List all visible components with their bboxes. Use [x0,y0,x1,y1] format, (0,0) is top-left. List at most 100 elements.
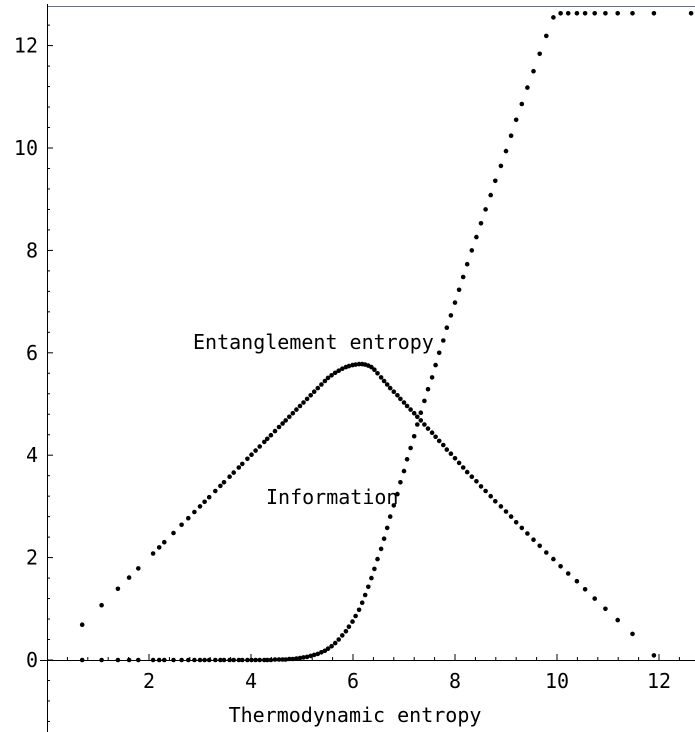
data-point-series-1 [294,407,299,412]
data-point-series-1 [150,551,156,556]
data-point-series-2 [297,655,303,661]
data-point-series-2 [245,657,250,663]
data-point-series-1 [221,480,227,485]
data-point-series-2 [206,657,212,663]
data-point-series-2 [192,657,197,663]
data-point-series-2 [276,657,282,662]
data-point-series-1 [186,515,191,521]
data-point-series-2 [425,386,431,392]
data-point-series-2 [460,274,466,280]
data-point-series-2 [186,657,191,663]
data-point-series-2 [519,101,525,107]
data-point-series-2 [265,657,270,663]
data-point-series-1 [429,430,435,436]
data-point-series-2 [456,287,462,293]
data-point-series-2 [378,546,384,552]
data-point-series-1 [456,460,462,466]
data-point-series-1 [336,368,342,374]
data-point-series-2 [469,248,475,253]
data-point-series-1 [287,414,292,420]
data-point-series-2 [79,657,85,663]
data-point-series-2 [353,613,358,619]
data-point-series-2 [544,33,549,39]
data-point-series-2 [415,422,420,427]
data-point-series-2 [531,68,536,74]
data-point-series-1 [469,474,475,480]
data-point-series-1 [436,438,442,444]
data-point-series-1 [340,366,345,372]
data-point-series-1 [544,550,549,555]
data-point-series-1 [483,488,488,494]
data-point-series-1 [401,400,407,405]
data-point-series-2 [688,11,694,16]
data-point-series-2 [483,207,488,212]
data-point-series-1 [236,465,242,470]
data-point-series-1 [257,444,263,449]
data-point-series-1 [391,389,397,395]
data-point-series-2 [474,234,479,240]
data-point-series-1 [418,418,424,423]
data-point-series-2 [126,657,132,663]
data-point-series-2 [315,651,321,657]
data-point-series-2 [340,633,345,638]
x-tick-label: 10 [545,669,569,693]
y-tick-label: 0 [26,648,38,672]
data-point-series-2 [329,643,334,649]
data-point-series-2 [202,657,207,663]
axis-tick-labels: 2 4 6 8 10 12 0 2 4 6 8 10 12 [14,34,671,693]
data-point-series-2 [498,163,504,169]
data-point-series-1 [346,363,352,369]
data-point-series-1 [268,432,274,438]
data-point-series-2 [464,261,470,267]
y-tick-label: 10 [14,136,38,160]
data-point-series-1 [508,514,514,519]
data-point-series-2 [311,652,317,658]
data-point-series-1 [253,448,258,453]
data-point-series-2 [240,657,245,663]
data-point-series-2 [290,656,296,662]
data-point-series-2 [444,325,450,331]
data-point-series-2 [332,640,338,646]
data-point-series-1 [615,617,620,623]
data-point-series-2 [558,11,563,16]
data-point-series-2 [272,657,278,662]
data-point-series-2 [366,584,371,590]
data-point-series-1 [441,442,446,448]
data-point-series-2 [115,657,121,663]
data-point-series-2 [592,11,597,16]
data-point-series-1 [433,434,438,440]
data-point-series-1 [262,439,267,445]
data-point-series-2 [381,536,387,541]
data-point-series-2 [411,434,417,439]
data-point-series-2 [433,362,438,368]
data-point-series-1 [179,522,184,528]
data-point-series-1 [444,447,450,452]
data-point-series-1 [315,385,321,391]
data-point-series-2 [398,480,403,485]
data-point-series-2 [356,607,362,613]
data-point-series-1 [525,531,530,536]
data-point-series-1 [537,543,542,549]
data-point-series-2 [452,300,458,305]
data-point-series-2 [503,148,509,154]
data-point-series-1 [353,362,358,367]
data-point-series-1 [301,400,306,405]
annotation-entanglement: Entanglement entropy [193,330,434,354]
data-point-series-1 [265,436,270,442]
data-point-series-2 [422,398,427,404]
data-point-series-1 [478,484,484,489]
data-point-series-2 [359,600,365,605]
y-tick-label: 8 [26,238,38,262]
data-points [79,11,694,663]
x-tick-label: 4 [245,669,257,693]
data-point-series-2 [372,566,377,572]
data-point-series-1 [503,509,509,514]
data-point-series-1 [272,428,278,434]
data-point-series-2 [429,375,435,380]
data-point-series-2 [136,657,141,663]
data-point-series-1 [329,373,334,378]
axis-ticks [47,24,680,722]
data-point-series-1 [311,389,317,395]
data-point-series-1 [283,418,289,423]
